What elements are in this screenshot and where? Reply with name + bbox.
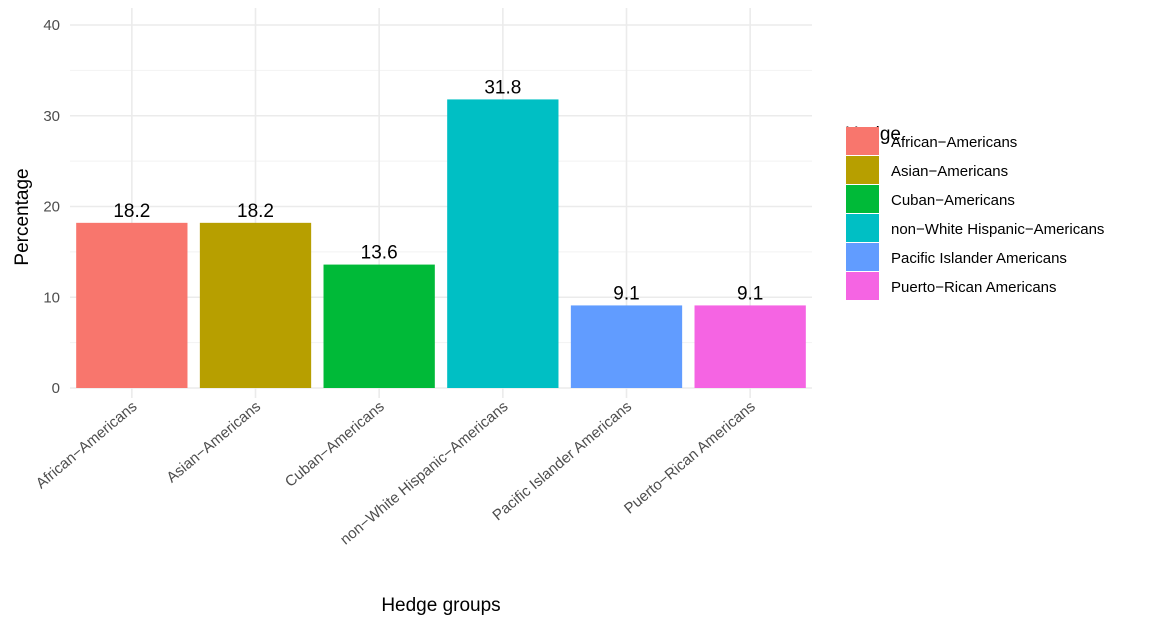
legend-key <box>846 243 879 271</box>
legend: Hedge African−AmericansAsian−AmericansCu… <box>845 124 1104 300</box>
data-label: 18.2 <box>113 201 150 222</box>
legend-key <box>846 156 879 184</box>
legend-label: non−White Hispanic−Americans <box>891 221 1104 238</box>
legend-key <box>846 272 879 300</box>
y-axis-title: Percentage <box>12 168 33 265</box>
y-axis-ticks: 0 10 20 30 40 <box>43 17 60 397</box>
legend-label: Cuban−Americans <box>891 192 1015 209</box>
data-labels: 18.2 18.2 13.6 31.8 9.1 9.1 <box>113 77 763 304</box>
data-label: 18.2 <box>237 201 274 222</box>
bar <box>570 305 683 388</box>
y-tick-label: 0 <box>52 380 60 397</box>
bar <box>199 222 312 388</box>
legend-key <box>846 185 879 213</box>
x-tick-label: Cuban−Americans <box>282 398 388 491</box>
legend-label: African−Americans <box>891 134 1017 151</box>
legend-key <box>846 127 879 155</box>
bars <box>76 99 806 388</box>
legend-label: Puerto−Rican Americans <box>891 279 1057 296</box>
y-tick-label: 10 <box>43 289 60 306</box>
data-label: 9.1 <box>613 283 639 304</box>
data-label: 9.1 <box>737 283 763 304</box>
bar <box>447 99 559 388</box>
x-axis-ticks: African−Americans Asian−Americans Cuban−Am… <box>33 398 759 548</box>
bar <box>694 305 806 388</box>
x-tick-label: Puerto−Rican Americans <box>621 398 759 517</box>
x-axis-title: Hedge groups <box>381 595 500 616</box>
y-tick-label: 20 <box>43 199 60 216</box>
x-tick-label: Asian−Americans <box>163 398 264 486</box>
legend-label: Pacific Islander Americans <box>891 250 1067 267</box>
y-tick-label: 40 <box>43 17 60 34</box>
x-tick-label: African−Americans <box>33 398 141 492</box>
bar <box>76 222 188 388</box>
y-tick-label: 30 <box>43 108 60 125</box>
legend-label: Asian−Americans <box>891 163 1008 180</box>
bar <box>323 264 435 388</box>
x-tick-label: Pacific Islander Americans <box>489 398 635 524</box>
legend-key <box>846 214 879 242</box>
data-label: 13.6 <box>361 243 398 264</box>
data-label: 31.8 <box>484 77 521 98</box>
